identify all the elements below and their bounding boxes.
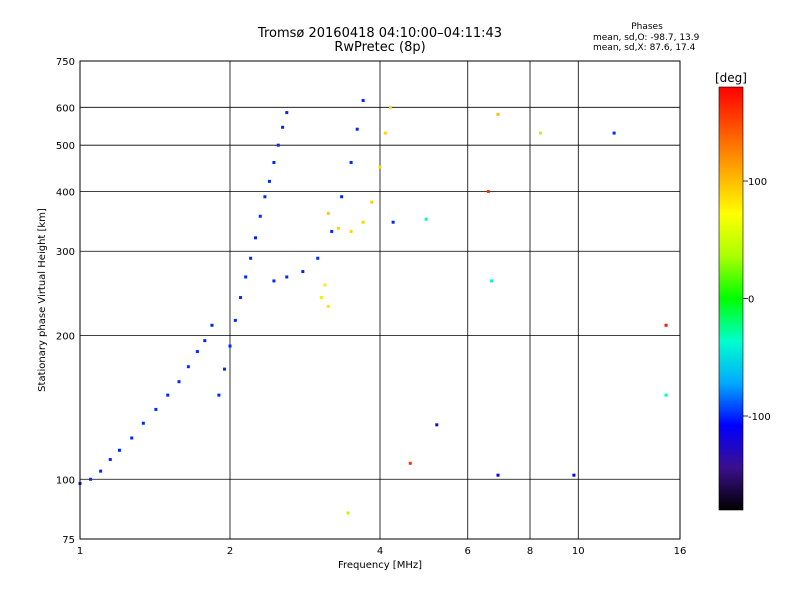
data-point [267, 179, 271, 183]
phase-colorbar: [deg] [715, 71, 747, 511]
data-point [383, 131, 387, 135]
title-line-1: Tromsø 20160418 04:10:00–04:11:43 [257, 26, 503, 41]
data-point [346, 511, 350, 515]
y-tick-label: 600 [56, 103, 75, 114]
x-tick-label: 6 [465, 546, 471, 557]
data-point [217, 393, 221, 397]
x-tick-label: 2 [227, 546, 233, 557]
y-tick-label: 75 [62, 535, 75, 546]
phases-stat-o: mean, sd,O: -98.7, 13.9 [593, 33, 700, 43]
phases-stat-x: mean, sd,X: 87.6, 17.4 [593, 43, 696, 53]
data-point [336, 226, 340, 230]
x-tick-label: 4 [377, 546, 383, 557]
data-point [355, 127, 359, 131]
data-point [664, 323, 668, 327]
data-point [99, 469, 103, 473]
data-point [233, 318, 237, 322]
data-point [244, 275, 248, 279]
data-point [141, 421, 145, 425]
x-tick-label: 8 [527, 546, 533, 557]
chart-title: Tromsø 20160418 04:10:00–04:11:43 RwPret… [230, 27, 530, 55]
data-point [195, 350, 199, 354]
data-point [391, 220, 395, 224]
data-point [210, 323, 214, 327]
data-point [389, 105, 393, 109]
colorbar-fill [718, 86, 744, 511]
y-tick-label: 100 [56, 475, 75, 486]
title-line-2: RwPretec (8p) [334, 40, 426, 55]
data-point [166, 393, 170, 397]
x-tick-label: 10 [572, 546, 585, 557]
data-point [361, 220, 365, 224]
grid-lines [80, 61, 680, 539]
data-point [285, 275, 289, 279]
data-point [263, 195, 267, 199]
data-point [301, 270, 305, 274]
data-point [326, 211, 330, 215]
data-point [281, 125, 285, 129]
data-point [572, 473, 576, 477]
data-point [612, 131, 616, 135]
data-point [349, 160, 353, 164]
y-axis: 75 100 200 300 400 500 600 750 [56, 57, 75, 546]
data-point [272, 160, 276, 164]
y-tick-label: 750 [56, 57, 75, 68]
data-point [496, 473, 500, 477]
data-point [223, 367, 227, 371]
plot-frame [79, 60, 681, 540]
data-point [330, 229, 334, 233]
x-axis: 1 2 4 6 8 10 16 [77, 546, 687, 557]
y-tick-label: 200 [56, 331, 75, 342]
y-tick-label: 400 [56, 187, 75, 198]
data-points [78, 99, 668, 515]
x-tick-label: 16 [674, 546, 687, 557]
data-point [258, 214, 262, 218]
data-point [326, 304, 330, 308]
data-point [340, 195, 344, 199]
colorbar-ticks: 100 0 -100 [743, 177, 771, 423]
data-point [378, 165, 382, 169]
x-tick-label: 1 [77, 546, 83, 557]
data-point [253, 236, 257, 240]
data-point [130, 436, 134, 440]
data-point [89, 477, 93, 481]
data-point [664, 393, 668, 397]
data-point [316, 256, 320, 260]
data-point [108, 457, 112, 461]
data-point [424, 217, 428, 221]
colorbar-tick-label: -100 [748, 412, 771, 423]
data-point [117, 448, 121, 452]
x-axis-label: Frequency [MHz] [338, 560, 422, 571]
data-point [408, 461, 412, 465]
colorbar-tick-label: 0 [748, 295, 754, 306]
data-point [285, 111, 289, 115]
data-point [435, 423, 439, 427]
data-point [203, 339, 207, 343]
data-point [276, 143, 280, 147]
y-axis-label: Stationary phase Virtual Height [km] [37, 208, 48, 392]
data-point [539, 131, 543, 135]
phases-title: Phases [631, 22, 663, 32]
colorbar-unit-label: [deg] [715, 71, 747, 85]
data-point [496, 112, 500, 116]
data-point [186, 365, 190, 369]
data-point [319, 296, 323, 300]
data-point [272, 279, 276, 283]
data-point [154, 407, 158, 411]
data-point [249, 256, 253, 260]
data-point [239, 296, 243, 300]
data-point [490, 279, 494, 283]
data-point [349, 229, 353, 233]
colorbar-tick-label: 100 [748, 177, 767, 188]
data-point [177, 380, 181, 384]
y-tick-label: 500 [56, 141, 75, 152]
y-tick-label: 300 [56, 247, 75, 258]
data-point [486, 189, 490, 193]
data-point [361, 99, 365, 103]
data-point [228, 344, 232, 348]
data-point [370, 200, 374, 204]
data-point [323, 283, 327, 287]
